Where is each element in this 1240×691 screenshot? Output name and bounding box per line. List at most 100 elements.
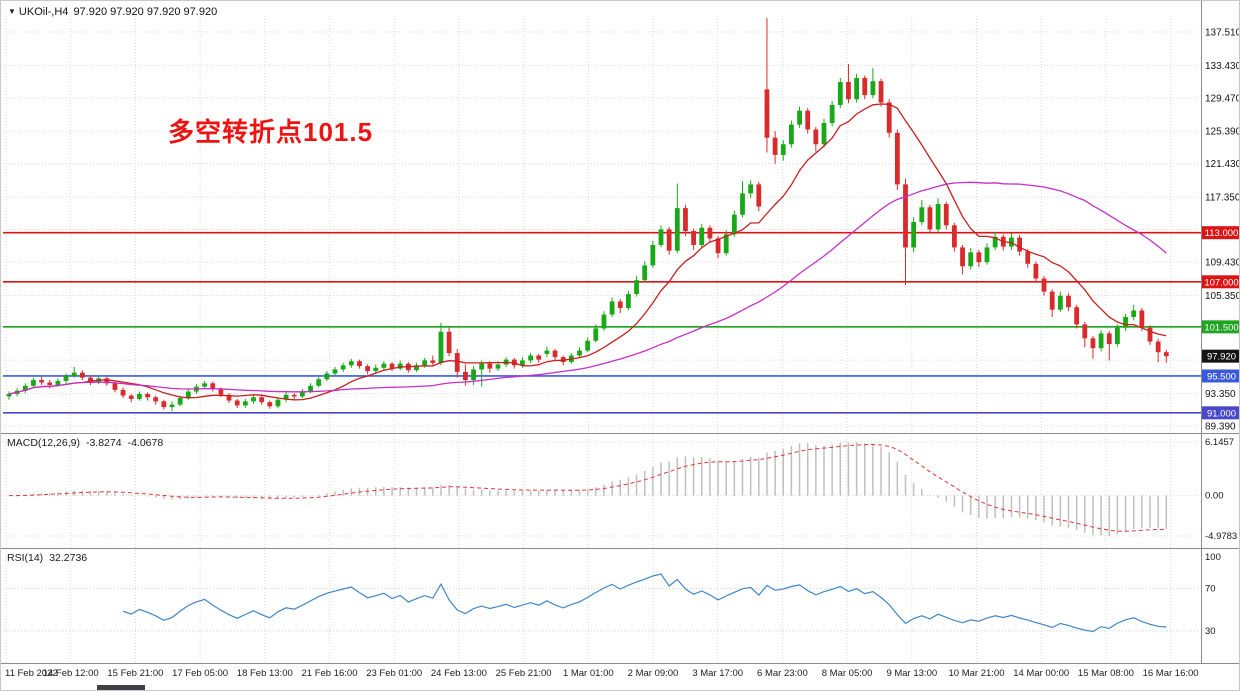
- candle-body: [674, 208, 680, 251]
- y-axis-label: 117.350: [1205, 193, 1240, 204]
- candle-body: [1057, 295, 1063, 310]
- candle-body: [650, 244, 656, 266]
- candle-body: [520, 360, 525, 366]
- candle-body: [691, 231, 696, 245]
- horizontal-scrollbar[interactable]: [1, 684, 1239, 690]
- indicator-panes-layer: [3, 441, 1200, 633]
- candle-body: [968, 252, 974, 267]
- candle-body: [6, 393, 12, 397]
- candle-body: [862, 77, 868, 96]
- candle-body: [740, 193, 745, 215]
- candle-body: [593, 328, 599, 341]
- candle-body: [137, 393, 142, 399]
- price-level-badge: [1202, 406, 1239, 420]
- candle-body: [422, 360, 428, 366]
- candle-body: [389, 363, 395, 369]
- candle-body: [291, 394, 297, 397]
- candle-body: [202, 383, 207, 387]
- candle-body: [634, 280, 639, 295]
- candle-body: [381, 363, 387, 368]
- candle-body: [797, 110, 802, 125]
- candle-body: [332, 369, 338, 374]
- candle-body: [1074, 307, 1080, 325]
- pane-borders-layer: [1, 1, 1239, 664]
- price-level-badge-label: 113.000: [1205, 228, 1239, 239]
- candle-body: [1082, 324, 1088, 339]
- candle-body: [283, 394, 289, 400]
- candle-body: [454, 353, 460, 372]
- candle-body: [308, 385, 313, 392]
- candle-body: [300, 391, 305, 397]
- candle-body: [316, 379, 322, 386]
- candle-body: [39, 380, 44, 383]
- candle-body: [1098, 333, 1104, 349]
- moving-averages-layer: [8, 103, 1167, 401]
- candle-body: [31, 380, 36, 386]
- candle-body: [894, 132, 900, 185]
- candle-body: [1017, 237, 1022, 252]
- candle-body: [463, 371, 468, 381]
- candle-body: [324, 373, 330, 380]
- candle-body: [821, 122, 827, 145]
- candle-body: [63, 375, 69, 381]
- candle-body: [609, 301, 615, 315]
- annotation-text[interactable]: 多空转折点101.5: [168, 117, 374, 147]
- candle-body: [544, 350, 550, 354]
- candle-body: [55, 380, 61, 385]
- ohlc-values: 97.920 97.920 97.920 97.920: [73, 6, 218, 18]
- candle-body: [251, 397, 256, 402]
- x-axis-label: 3 Mar 17:00: [692, 668, 743, 679]
- price-level-badge: [1202, 369, 1239, 383]
- y-axis-label: 121.430: [1205, 159, 1240, 170]
- macd-axis-label: 0.00: [1205, 491, 1224, 502]
- candle-body: [430, 360, 436, 363]
- candle-body: [259, 397, 265, 403]
- price-level-badge: [1202, 320, 1239, 334]
- candle-body: [642, 265, 648, 281]
- candle-body: [169, 404, 175, 408]
- y-axis-label: 93.350: [1205, 389, 1236, 400]
- candle-body: [88, 377, 93, 382]
- candle-body: [699, 227, 705, 245]
- candle-body: [446, 331, 452, 354]
- candle-body: [487, 363, 493, 369]
- candle-body: [79, 372, 85, 378]
- rsi-name: RSI(14): [7, 552, 44, 564]
- candle-body: [536, 355, 542, 360]
- candle-body: [153, 397, 159, 402]
- candle-body: [903, 184, 908, 248]
- candle-body: [438, 331, 444, 363]
- candle-body: [471, 369, 476, 381]
- x-axis-label: 16 Mar 16:00: [1143, 668, 1199, 679]
- chart-title-bar: ▼ UKOil-,H4 97.920 97.920 97.920 97.920: [8, 6, 217, 18]
- x-axis-label: 6 Mar 23:00: [757, 668, 808, 679]
- candle-body: [911, 222, 917, 248]
- candle-body: [1147, 327, 1153, 342]
- chevron-down-icon[interactable]: ▼: [8, 7, 16, 16]
- candle-body: [22, 385, 28, 391]
- rsi-line: [122, 573, 1167, 633]
- candle-body: [1123, 317, 1128, 328]
- y-axis-label: 133.430: [1205, 61, 1240, 72]
- rsi-value: 32.2736: [49, 552, 88, 564]
- candle-body: [870, 81, 876, 96]
- candle-body: [1049, 291, 1055, 310]
- candle-body: [161, 401, 167, 408]
- x-axis-label: 2 Mar 09:00: [628, 668, 679, 679]
- x-axis-label: 8 Mar 05:00: [822, 668, 873, 679]
- price-level-badge-label: 91.000: [1207, 408, 1236, 419]
- x-axis-label: 10 Mar 21:00: [949, 668, 1005, 679]
- candle-body: [1163, 352, 1169, 357]
- candle-body: [715, 238, 721, 254]
- candle-body: [185, 391, 191, 399]
- price-level-badge: [1202, 275, 1239, 289]
- x-axis-label: 24 Feb 13:00: [431, 668, 487, 679]
- macd-indicator-label: MACD(12,26,9) -3.8274 -4.0678: [7, 437, 169, 449]
- candle-body: [756, 184, 762, 207]
- candle-body: [789, 124, 794, 145]
- candle-body: [731, 214, 737, 235]
- candle-body: [71, 372, 77, 376]
- candle-body: [348, 361, 354, 366]
- scrollbar-thumb[interactable]: [97, 685, 145, 690]
